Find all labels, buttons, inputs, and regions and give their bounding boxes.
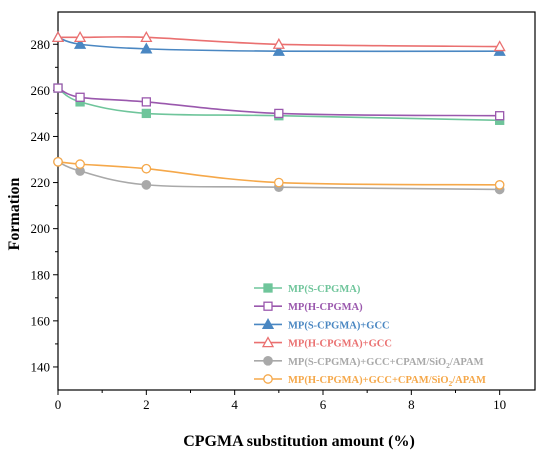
y-tick-label: 220 bbox=[31, 175, 51, 190]
data-point bbox=[75, 159, 85, 169]
legend-label: MP(H-CPGMA)+GCC+CPAM/SiO2/APAM bbox=[288, 375, 486, 388]
legend-label: MP(H-CPGMA) bbox=[288, 302, 363, 313]
legend-marker bbox=[263, 301, 273, 311]
series-4 bbox=[51, 31, 506, 52]
data-point bbox=[140, 42, 153, 54]
x-tick-label: 0 bbox=[55, 397, 62, 412]
data-point bbox=[141, 97, 151, 107]
data-point bbox=[272, 44, 285, 56]
plot-area-border bbox=[57, 11, 536, 391]
legend-label: MP(S-CPGMA)+GCC bbox=[288, 320, 390, 331]
data-point bbox=[141, 163, 152, 174]
x-tick-label: 6 bbox=[320, 397, 327, 412]
data-point bbox=[274, 108, 284, 119]
legend-label: MP(S-CPGMA)+GCC+CPAM/SiO2/APAM bbox=[288, 357, 484, 370]
x-axis-title: CPGMA substitution amount (%) bbox=[183, 433, 415, 450]
series-1 bbox=[53, 83, 505, 125]
x-tick-label: 10 bbox=[493, 397, 506, 412]
data-point bbox=[272, 37, 285, 49]
data-point bbox=[140, 31, 153, 43]
legend-item: MP(H-CPGMA)+GCC+CPAM/SiO2/APAM bbox=[254, 374, 486, 388]
axis-ticks: 0 2 4 6 8 10 140 160 180 200 220 240 260 280 bbox=[31, 37, 507, 412]
y-tick-label: 140 bbox=[31, 359, 51, 374]
legend-marker bbox=[263, 283, 273, 293]
legend-marker bbox=[263, 355, 273, 366]
data-point bbox=[73, 31, 87, 43]
series-2 bbox=[53, 83, 505, 121]
legend-item: MP(S-CPGMA) bbox=[254, 283, 361, 295]
y-axis-title: Formation bbox=[6, 177, 23, 250]
legend-item: MP(H-CPGMA) bbox=[254, 301, 363, 313]
data-point bbox=[495, 111, 505, 121]
series-group bbox=[51, 31, 506, 195]
x-tick-label: 2 bbox=[143, 397, 150, 412]
plot-frame bbox=[57, 11, 536, 391]
data-point bbox=[141, 108, 151, 119]
y-tick-label: 240 bbox=[31, 129, 51, 144]
legend-marker bbox=[261, 336, 275, 348]
data-point bbox=[51, 31, 65, 43]
data-point bbox=[141, 180, 152, 190]
x-tick-label: 8 bbox=[408, 397, 415, 412]
data-point bbox=[53, 83, 63, 93]
x-tick-label: 4 bbox=[231, 397, 238, 412]
data-point bbox=[493, 40, 506, 52]
y-tick-label: 200 bbox=[31, 221, 51, 236]
data-point bbox=[73, 37, 87, 49]
legend-item: MP(S-CPGMA)+GCC bbox=[254, 318, 390, 331]
data-point bbox=[273, 177, 284, 188]
legend-label: MP(S-CPGMA) bbox=[288, 284, 361, 295]
legend-label: MP(H-CPGMA)+GCC bbox=[288, 339, 392, 350]
data-point bbox=[75, 92, 85, 102]
y-tick-label: 280 bbox=[31, 37, 51, 52]
series-6 bbox=[53, 156, 505, 190]
legend: MP(S-CPGMA) MP(H-CPGMA) MP(S-CPGMA)+GCC MP(… bbox=[254, 283, 486, 388]
y-tick-label: 180 bbox=[31, 267, 51, 282]
legend-item: MP(S-CPGMA)+GCC+CPAM/SiO2/APAM bbox=[254, 355, 484, 370]
legend-marker bbox=[261, 318, 275, 330]
data-point bbox=[494, 180, 505, 190]
data-point bbox=[53, 156, 63, 167]
series-5 bbox=[53, 156, 505, 195]
y-tick-label: 160 bbox=[31, 313, 51, 328]
legend-marker bbox=[263, 374, 273, 384]
y-tick-label: 260 bbox=[31, 83, 51, 98]
legend-item: MP(H-CPGMA)+GCC bbox=[254, 336, 392, 350]
